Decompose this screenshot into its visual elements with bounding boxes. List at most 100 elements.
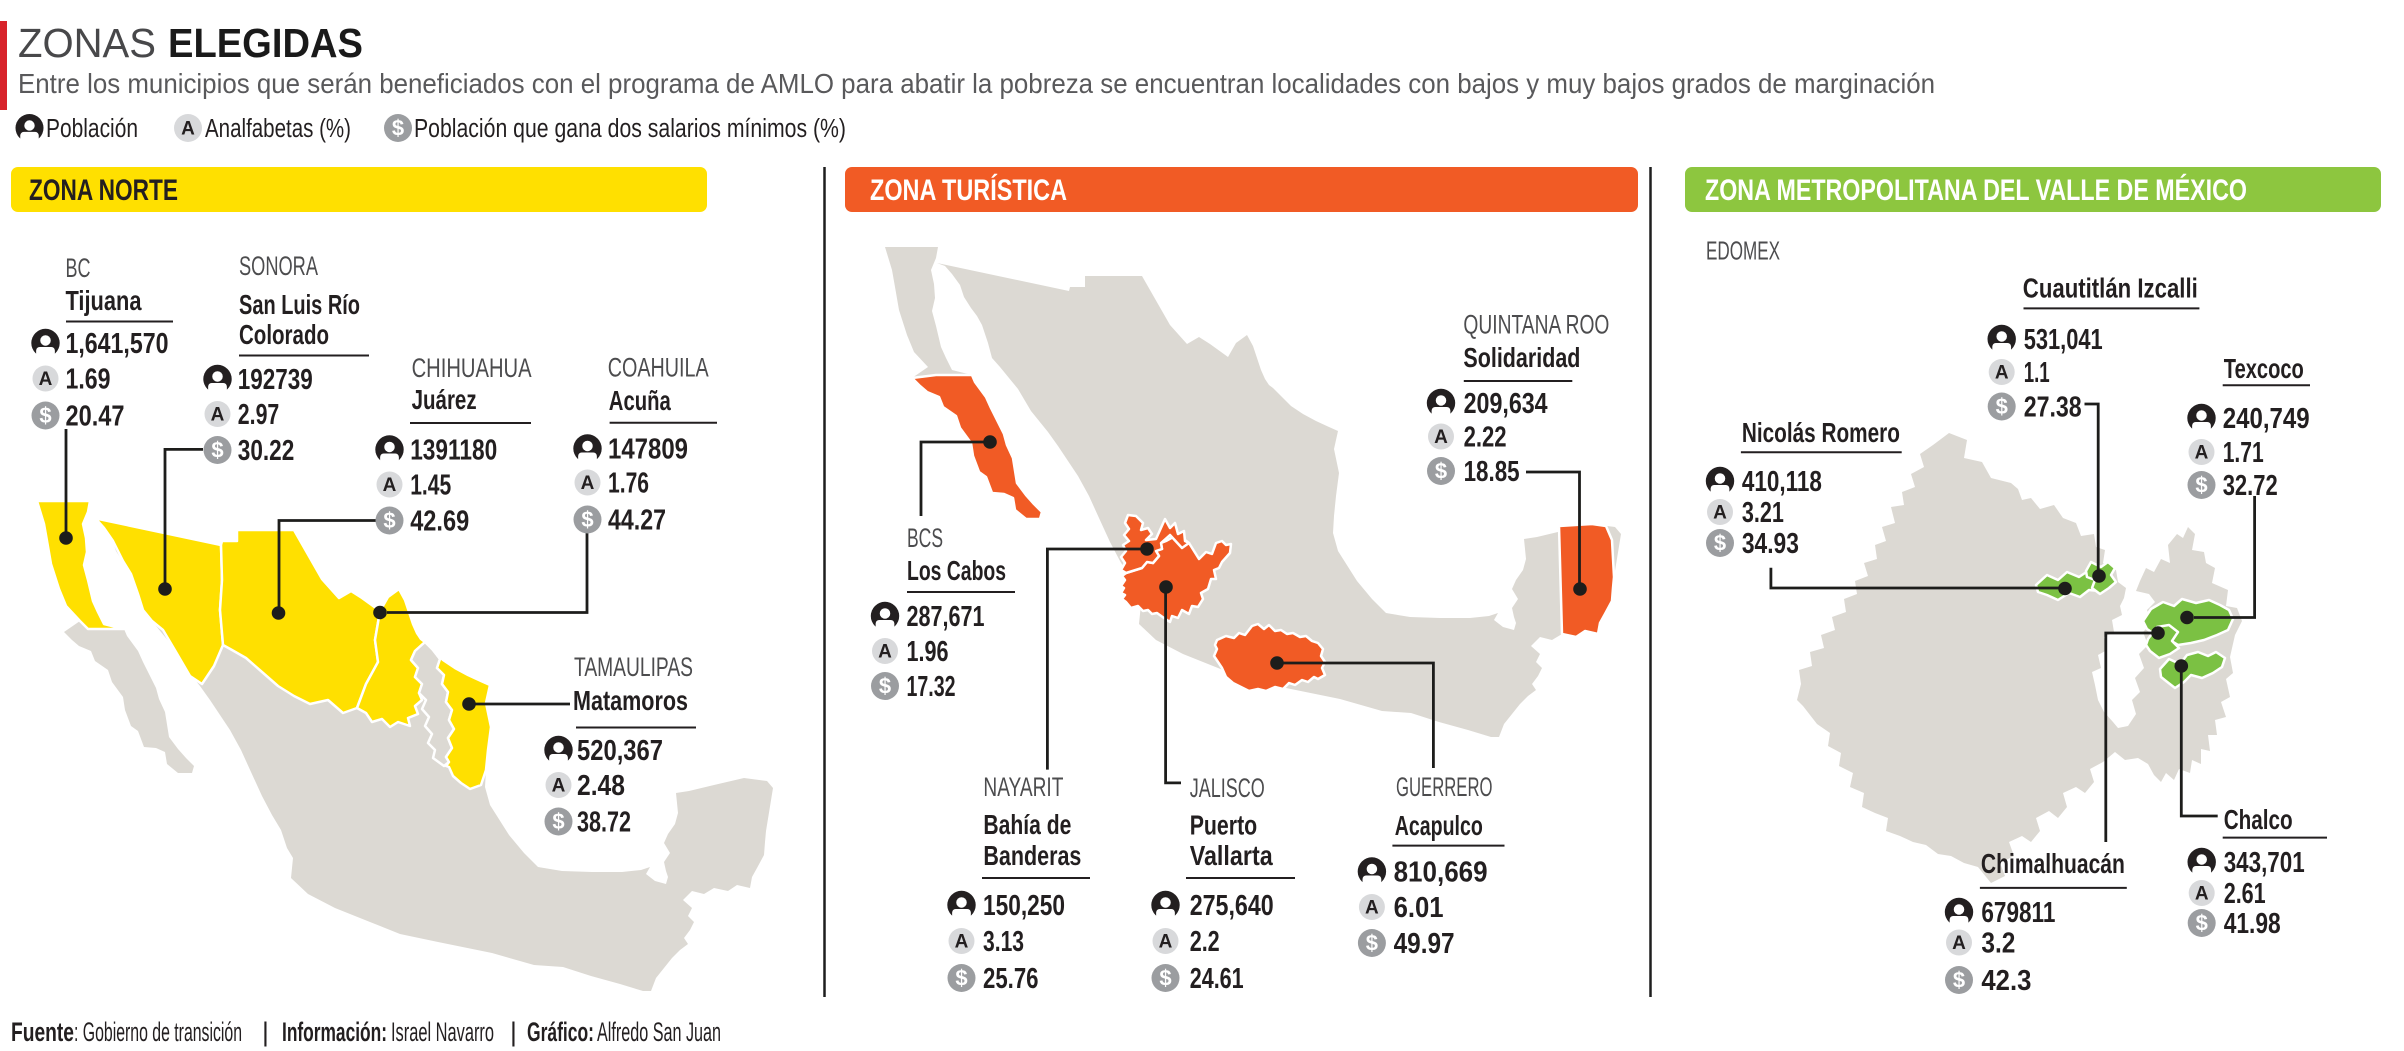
svg-text:44.27: 44.27 <box>608 505 666 537</box>
svg-text:A: A <box>878 642 892 663</box>
svg-text:30.22: 30.22 <box>238 435 294 467</box>
svg-text:A: A <box>1434 427 1448 448</box>
svg-text:1.96: 1.96 <box>907 636 949 668</box>
svg-text:$: $ <box>211 438 223 463</box>
svg-text:A: A <box>383 475 397 496</box>
svg-text:ELEGIDAS: ELEGIDAS <box>168 20 363 66</box>
svg-text:A: A <box>581 473 595 494</box>
svg-text:2.48: 2.48 <box>577 770 625 802</box>
svg-text:ZONAS: ZONAS <box>18 20 156 66</box>
svg-text:17.32: 17.32 <box>907 671 956 703</box>
svg-text:38.72: 38.72 <box>577 807 631 839</box>
svg-text:Solidaridad: Solidaridad <box>1463 342 1580 373</box>
svg-text:1.71: 1.71 <box>2223 437 2264 469</box>
svg-text:San Luis Río: San Luis Río <box>239 289 360 320</box>
svg-text:Banderas: Banderas <box>983 840 1081 871</box>
svg-text:810,669: 810,669 <box>1394 857 1488 889</box>
svg-text:Chimalhuacán: Chimalhuacán <box>1981 848 2125 879</box>
svg-text:6.01: 6.01 <box>1394 892 1444 924</box>
svg-text:2.2: 2.2 <box>1190 926 1220 958</box>
svg-text:Puerto: Puerto <box>1190 810 1258 841</box>
svg-text:3.13: 3.13 <box>983 926 1024 958</box>
svg-text:$: $ <box>1366 931 1378 956</box>
svg-text:275,640: 275,640 <box>1190 890 1274 922</box>
svg-text:$: $ <box>392 116 404 141</box>
svg-text:679811: 679811 <box>1981 897 2055 929</box>
svg-text:A: A <box>1159 932 1173 953</box>
svg-text:A: A <box>2195 884 2209 905</box>
svg-text:Matamoros: Matamoros <box>573 685 688 716</box>
svg-text:34.93: 34.93 <box>1742 528 1799 560</box>
svg-text:2.97: 2.97 <box>238 399 279 431</box>
svg-text:3.21: 3.21 <box>1742 497 1784 529</box>
svg-text:24.61: 24.61 <box>1190 963 1244 995</box>
svg-text:A: A <box>552 776 566 797</box>
svg-text:$: $ <box>581 507 593 532</box>
svg-text:Acapulco: Acapulco <box>1395 810 1483 841</box>
svg-text:Analfabetas (%): Analfabetas (%) <box>205 115 351 143</box>
svg-text:410,118: 410,118 <box>1742 466 1822 498</box>
svg-text:Chalco: Chalco <box>2224 804 2293 835</box>
svg-text:27.38: 27.38 <box>2024 392 2082 424</box>
svg-text:A: A <box>1952 933 1966 954</box>
svg-text:Los Cabos: Los Cabos <box>907 555 1006 586</box>
svg-text:Colorado: Colorado <box>239 319 329 350</box>
svg-text:Población que gana dos salario: Población que gana dos salarios mínimos … <box>414 115 846 143</box>
svg-text:$: $ <box>2196 911 2208 936</box>
svg-text:SONORA: SONORA <box>239 251 318 281</box>
svg-text:A: A <box>39 369 53 390</box>
svg-text:Población: Población <box>46 115 138 143</box>
svg-text:Juárez: Juárez <box>412 384 477 415</box>
svg-text:A: A <box>211 405 225 426</box>
svg-text:A: A <box>1713 503 1727 524</box>
svg-text:$: $ <box>1953 968 1965 993</box>
svg-text:BC: BC <box>66 253 91 283</box>
svg-text:$: $ <box>383 508 395 533</box>
svg-text:1,641,570: 1,641,570 <box>66 328 169 360</box>
svg-text:1391180: 1391180 <box>410 435 497 467</box>
svg-text:49.97: 49.97 <box>1394 928 1455 960</box>
svg-text:147809: 147809 <box>608 434 688 466</box>
svg-text:25.76: 25.76 <box>983 963 1039 995</box>
svg-text:Nicolás Romero: Nicolás Romero <box>1742 417 1900 448</box>
svg-text:$: $ <box>955 966 967 991</box>
svg-text:531,041: 531,041 <box>2024 324 2103 356</box>
svg-text:41.98: 41.98 <box>2224 908 2281 940</box>
svg-text:343,701: 343,701 <box>2224 847 2305 879</box>
svg-text:20.47: 20.47 <box>66 401 125 433</box>
svg-text:$: $ <box>552 809 564 834</box>
svg-text:COAHUILA: COAHUILA <box>608 353 709 383</box>
svg-text:2.22: 2.22 <box>1464 422 1507 454</box>
svg-text:Fuente: Gobierno de transición: Fuente: Gobierno de transición | Informaci… <box>11 1017 721 1047</box>
svg-text:1.69: 1.69 <box>66 364 111 396</box>
svg-text:$: $ <box>1159 966 1171 991</box>
svg-text:$: $ <box>39 403 51 428</box>
svg-text:Vallarta: Vallarta <box>1190 840 1274 871</box>
svg-text:ZONA NORTE: ZONA NORTE <box>29 174 178 207</box>
svg-text:A: A <box>2195 443 2209 464</box>
svg-text:240,749: 240,749 <box>2223 403 2310 435</box>
svg-text:1.1: 1.1 <box>2024 357 2050 389</box>
svg-text:$: $ <box>879 674 891 699</box>
svg-text:$: $ <box>1714 531 1726 556</box>
svg-text:EDOMEX: EDOMEX <box>1706 236 1780 266</box>
svg-text:32.72: 32.72 <box>2223 470 2278 502</box>
svg-text:1.45: 1.45 <box>410 470 451 502</box>
svg-text:18.85: 18.85 <box>1464 456 1520 488</box>
svg-text:$: $ <box>1996 394 2008 419</box>
svg-text:Entre los municipios que serán: Entre los municipios que serán beneficia… <box>18 68 1935 99</box>
svg-text:JALISCO: JALISCO <box>1190 773 1265 803</box>
svg-text:42.3: 42.3 <box>1981 965 2031 997</box>
svg-text:$: $ <box>2195 473 2207 498</box>
svg-text:2.61: 2.61 <box>2224 878 2266 910</box>
svg-text:A: A <box>1995 363 2009 384</box>
svg-text:A: A <box>955 932 969 953</box>
svg-text:ZONA METROPOLITANA DEL VALLE D: ZONA METROPOLITANA DEL VALLE DE MÉXICO <box>1705 173 2247 207</box>
svg-text:QUINTANA ROO: QUINTANA ROO <box>1463 309 1609 339</box>
svg-text:Tijuana: Tijuana <box>66 285 143 316</box>
svg-text:520,367: 520,367 <box>577 735 663 767</box>
svg-text:Cuautitlán Izcalli: Cuautitlán Izcalli <box>2023 273 2198 304</box>
svg-text:ZONA TURÍSTICA: ZONA TURÍSTICA <box>870 173 1067 207</box>
svg-text:Texcoco: Texcoco <box>2224 353 2304 384</box>
svg-text:A: A <box>1365 898 1379 919</box>
